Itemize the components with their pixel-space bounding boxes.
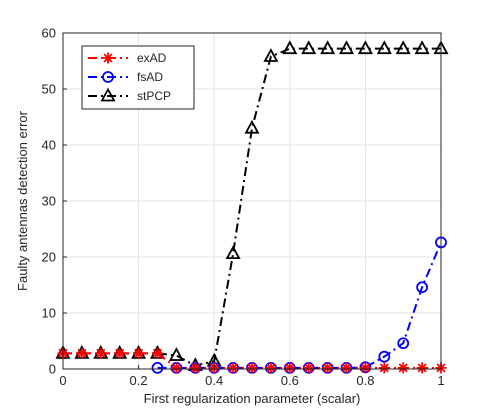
data-point-circle (397, 337, 410, 350)
legend-item-exad: exAD (88, 51, 167, 65)
data-point-circle (378, 350, 391, 363)
data-point-triangle (225, 245, 241, 260)
data-point-asterisk (152, 347, 163, 359)
y-tick-label: 50 (42, 82, 56, 97)
data-point-asterisk (246, 362, 258, 374)
x-axis-label: First regularization parameter (scalar) (144, 391, 361, 406)
data-point-asterisk (397, 362, 409, 374)
y-tick-label: 10 (42, 306, 56, 321)
legend-label: exAD (137, 51, 167, 65)
data-point-asterisk (265, 362, 277, 374)
data-point-triangle (282, 40, 298, 55)
x-tick-label: 0.4 (205, 373, 223, 388)
data-point-circle (416, 281, 429, 294)
y-tick-label: 40 (42, 138, 56, 153)
data-point-asterisk (341, 362, 352, 374)
data-point-asterisk (416, 362, 428, 374)
data-point-asterisk (378, 362, 390, 374)
data-point-asterisk (95, 347, 107, 359)
y-tick-label: 20 (42, 250, 56, 265)
legend: exAD fsAD stPCP (81, 45, 195, 110)
y-tick-label: 0 (49, 362, 56, 377)
y-tick-label: 30 (42, 194, 56, 209)
data-point-asterisk (303, 362, 315, 374)
x-tick-label: 0 (59, 373, 66, 388)
data-point-triangle (395, 40, 411, 55)
data-point-circle (102, 71, 114, 83)
legend-item-fsad: fsAD (88, 70, 163, 84)
legend-box (81, 45, 195, 110)
data-point-triangle (244, 119, 260, 134)
y-tick-label: 60 (42, 26, 56, 41)
data-point-triangle (320, 40, 336, 55)
data-point-asterisk (189, 362, 201, 374)
data-point-asterisk (227, 362, 239, 374)
data-point-triangle (100, 87, 116, 102)
data-point-triangle (376, 40, 392, 55)
data-point-triangle (338, 40, 355, 55)
data-point-asterisk (133, 347, 145, 359)
legend-item-stpcp: stPCP (88, 87, 171, 103)
data-point-triangle (357, 40, 373, 55)
data-point-triangle (168, 347, 184, 361)
legend-label: fsAD (137, 70, 163, 84)
data-point-circle (151, 361, 164, 374)
data-point-asterisk (114, 347, 126, 359)
x-tick-label: 1 (437, 373, 444, 388)
data-point-asterisk (170, 362, 182, 374)
legend-label: stPCP (137, 89, 171, 103)
x-tick-label: 0.8 (356, 373, 374, 388)
data-point-triangle (414, 40, 430, 55)
data-point-triangle (301, 40, 317, 55)
x-tick-label: 0.6 (281, 373, 299, 388)
series-fsad (151, 236, 447, 374)
series-line (157, 242, 442, 369)
data-point-asterisk (102, 52, 114, 64)
y-axis-label: Faulty antennas detection error (15, 110, 30, 291)
x-tick-label: 0.2 (130, 373, 148, 388)
data-point-triangle (263, 48, 279, 62)
data-point-asterisk (322, 362, 334, 374)
data-point-asterisk (76, 347, 88, 359)
